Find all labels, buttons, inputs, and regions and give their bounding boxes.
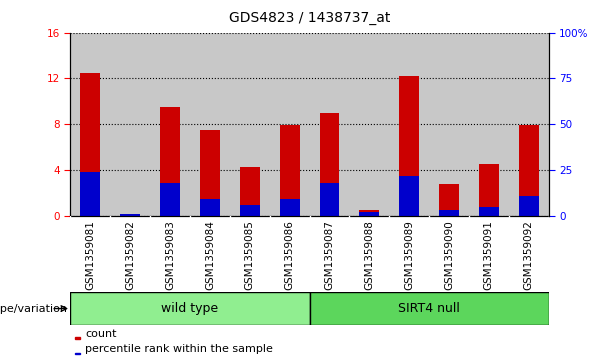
Bar (319, 113, 340, 216)
Text: wild type: wild type (161, 302, 219, 315)
Bar (519, 126, 539, 216)
Bar (399, 176, 419, 216)
Text: GSM1359088: GSM1359088 (364, 220, 375, 290)
Bar (280, 126, 300, 216)
Bar (120, 214, 140, 216)
Text: GSM1359085: GSM1359085 (245, 220, 255, 290)
Text: genotype/variation: genotype/variation (0, 303, 67, 314)
Bar (75, 337, 80, 339)
Bar (70, 292, 310, 325)
Bar (310, 292, 549, 325)
Bar (200, 130, 220, 216)
Text: GSM1359083: GSM1359083 (165, 220, 175, 290)
Text: GSM1359082: GSM1359082 (125, 220, 135, 290)
Bar (120, 214, 140, 216)
Text: GSM1359091: GSM1359091 (484, 220, 494, 290)
Bar (519, 196, 539, 216)
Text: GSM1359087: GSM1359087 (324, 220, 335, 290)
Bar (80, 172, 101, 216)
Text: GSM1359081: GSM1359081 (85, 220, 96, 290)
Text: SIRT4 null: SIRT4 null (398, 302, 460, 315)
Bar (80, 73, 101, 216)
Bar (479, 207, 499, 216)
Bar (160, 107, 180, 216)
Bar (439, 184, 459, 216)
Text: GSM1359084: GSM1359084 (205, 220, 215, 290)
Bar (359, 212, 379, 216)
Bar (75, 353, 80, 354)
Text: count: count (85, 329, 116, 339)
Bar (240, 167, 260, 216)
Bar (200, 200, 220, 216)
Text: GSM1359090: GSM1359090 (444, 220, 454, 290)
Text: GSM1359086: GSM1359086 (284, 220, 295, 290)
Bar (439, 211, 459, 216)
Bar (479, 164, 499, 216)
Bar (319, 183, 340, 216)
Bar (240, 205, 260, 216)
Bar (399, 76, 419, 216)
Text: GSM1359092: GSM1359092 (524, 220, 534, 290)
Bar (359, 210, 379, 216)
Bar (280, 200, 300, 216)
Bar (160, 183, 180, 216)
Text: GDS4823 / 1438737_at: GDS4823 / 1438737_at (229, 11, 390, 25)
Text: percentile rank within the sample: percentile rank within the sample (85, 344, 273, 354)
Text: GSM1359089: GSM1359089 (404, 220, 414, 290)
